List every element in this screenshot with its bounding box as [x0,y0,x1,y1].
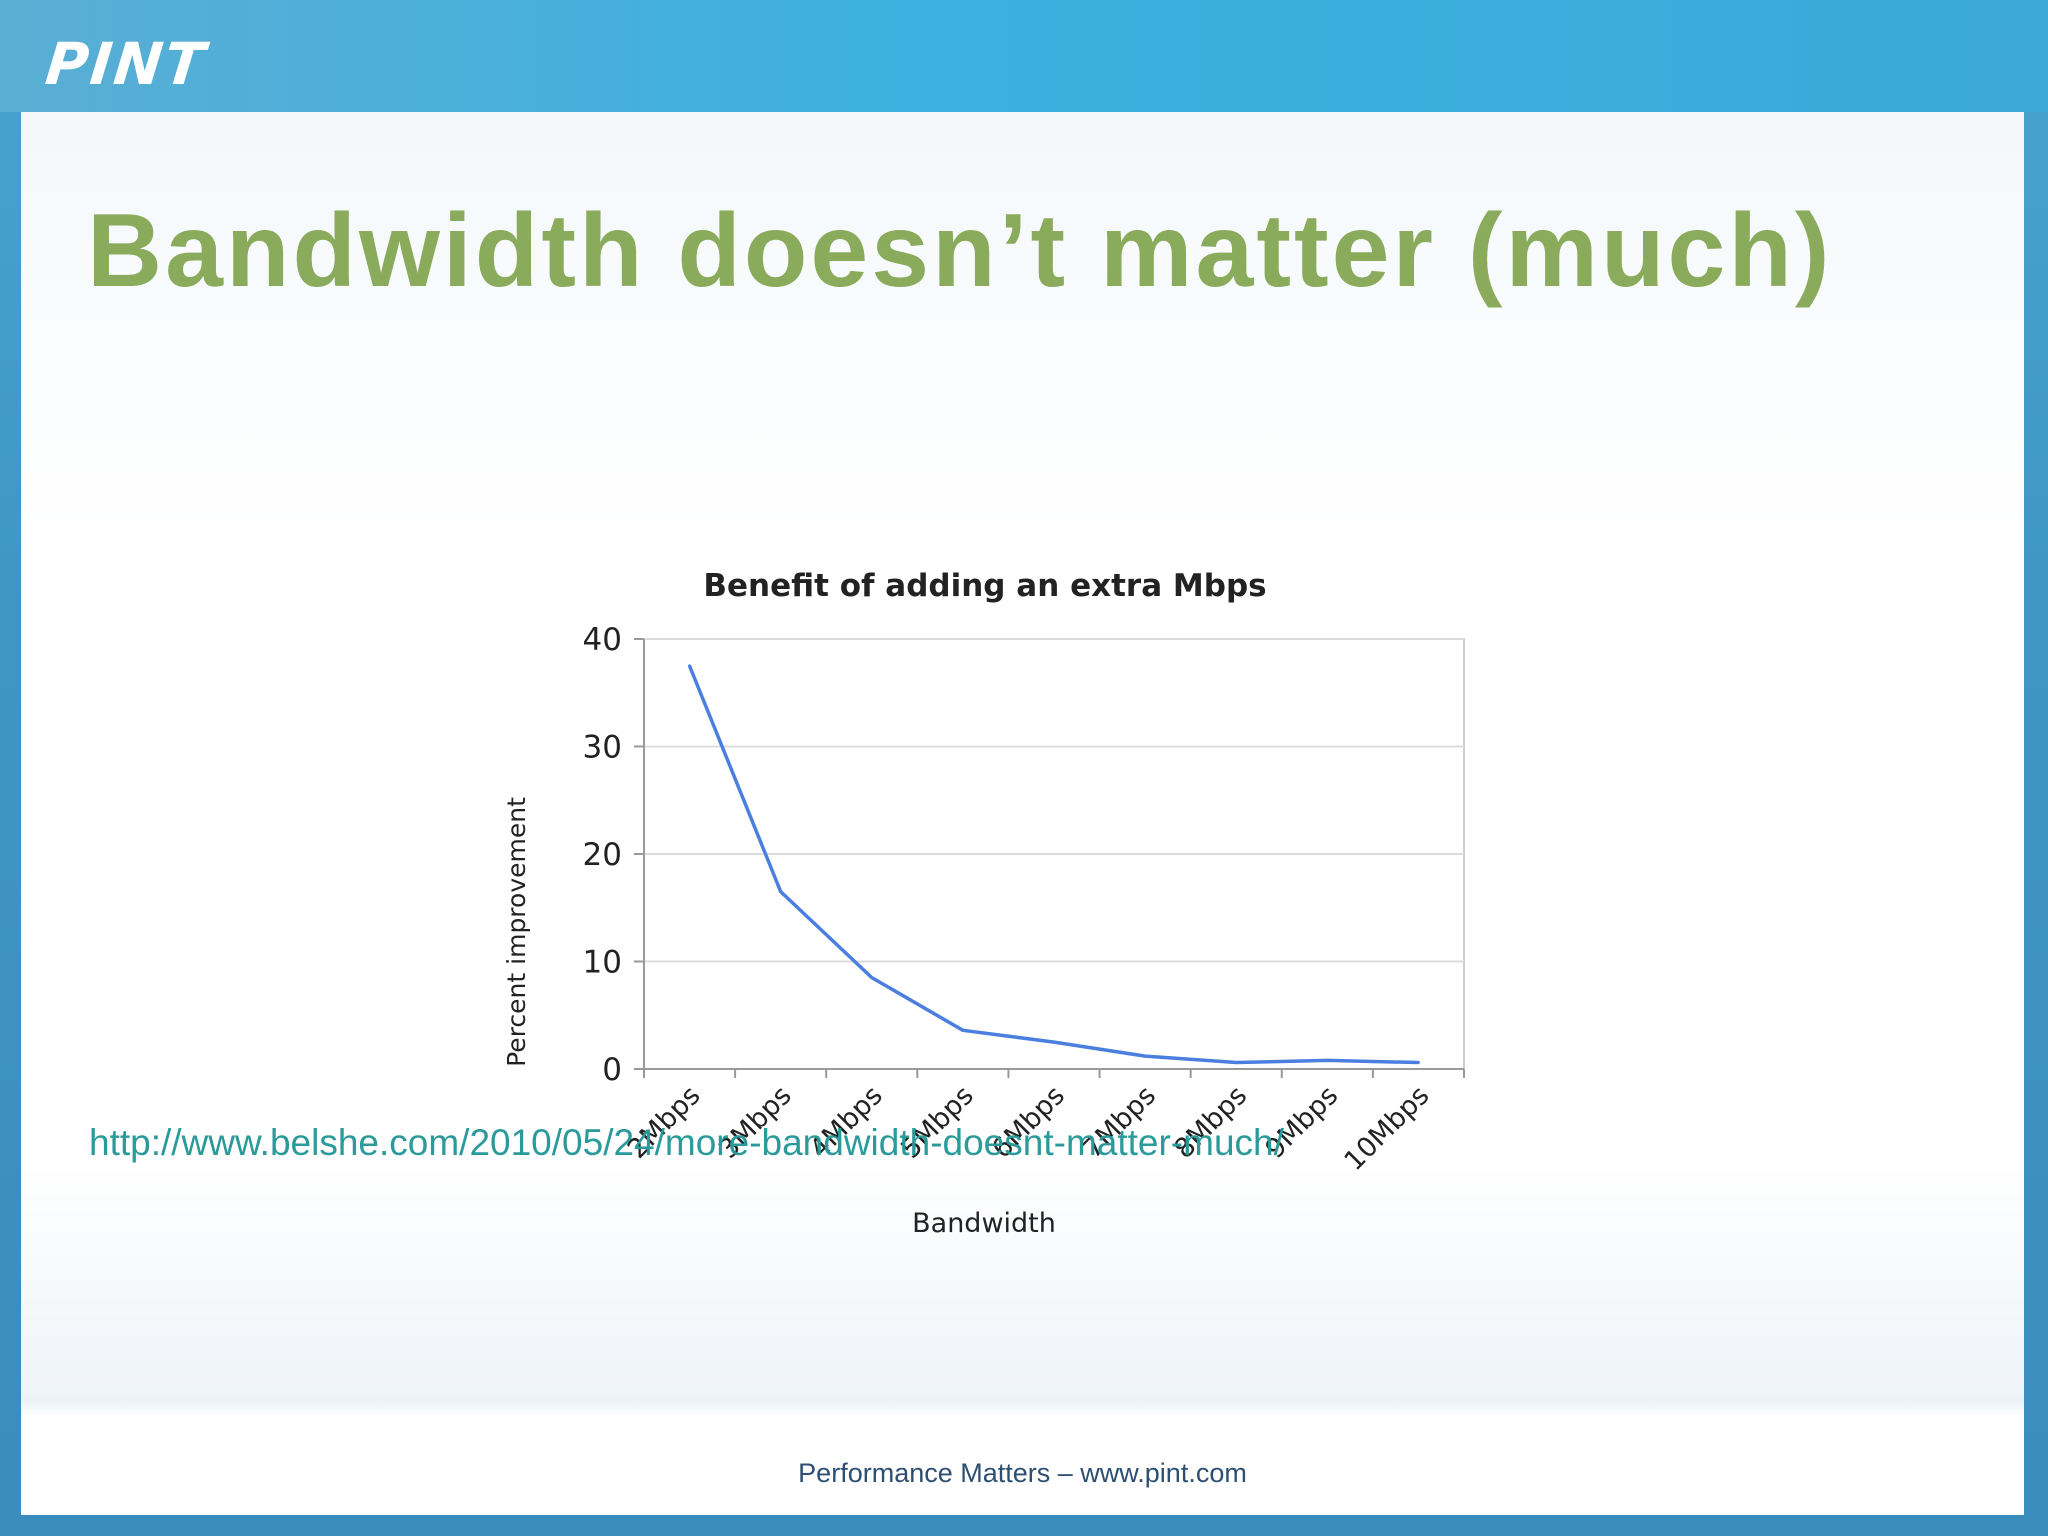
data-point [1325,1058,1329,1062]
chart-svg: Benefit of adding an extra Mbps Percent … [502,568,1465,1239]
y-tick-label: 0 [602,1052,622,1088]
data-point [1143,1054,1147,1058]
data-point [961,1028,965,1032]
y-tick-label: 20 [583,837,622,873]
data-point [779,890,783,894]
data-point [688,664,692,668]
data-point [1234,1061,1238,1065]
bandwidth-chart: Benefit of adding an extra Mbps Percent … [481,442,1481,1272]
source-link[interactable]: http://www.belshe.com/2010/05/24/more-ba… [89,1122,1284,1163]
header-bar: PINT [0,0,2048,112]
data-point [870,976,874,980]
chart-x-axis-label: Bandwidth [912,1208,1056,1239]
pint-logo: PINT [42,30,210,98]
y-tick-label: 10 [583,945,622,981]
x-tick-label: 10Mbps [1339,1080,1436,1177]
y-tick-label: 30 [583,730,622,766]
data-point [1416,1061,1420,1065]
slide-panel: Bandwidth doesn’t matter (much) Benefit … [21,112,2024,1515]
y-tick-label: 40 [583,622,622,658]
chart-y-axis-label: Percent improvement [502,797,531,1067]
footer-text: Performance Matters – www.pint.com [798,1458,1247,1488]
chart-title: Benefit of adding an extra Mbps [703,568,1266,604]
slide-title: Bandwidth doesn’t matter (much) [87,193,1833,309]
data-point [1052,1040,1056,1044]
